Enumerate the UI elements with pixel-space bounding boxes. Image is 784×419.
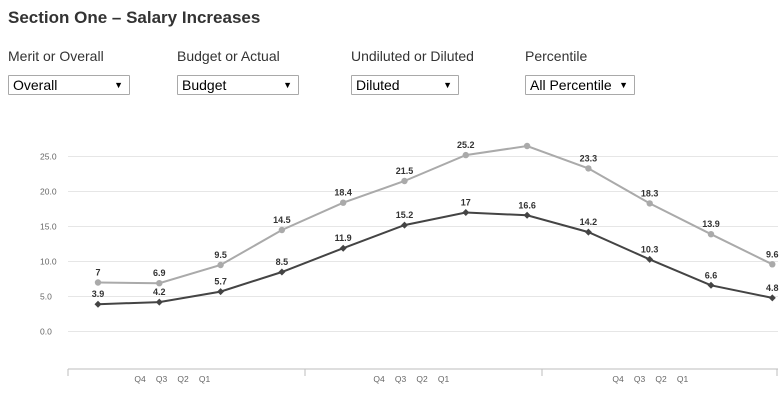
data-label: 8.5 — [276, 257, 289, 267]
x-tick-label: Q1 — [438, 374, 450, 384]
data-label: 14.2 — [580, 217, 598, 227]
select-value: Budget — [182, 77, 227, 93]
x-tick-label: Q3 — [634, 374, 646, 384]
data-point-circle — [94, 279, 102, 286]
data-point-diamond — [584, 228, 592, 236]
data-label: 3.9 — [92, 289, 105, 299]
data-point-circle — [769, 261, 776, 268]
data-point-circle — [340, 199, 347, 206]
y-tick-label: 20.0 — [40, 187, 57, 197]
y-tick-label: 15.0 — [40, 222, 57, 232]
data-label: 4.2 — [153, 287, 166, 297]
data-point-circle — [278, 226, 286, 234]
y-tick-label: 10.0 — [40, 257, 57, 267]
filter-undiluted-or-diluted: Undiluted or Diluted Diluted ▼ — [351, 48, 474, 95]
budget-or-actual-select[interactable]: Budget ▼ — [177, 75, 299, 95]
data-point-diamond — [339, 244, 347, 252]
data-point-diamond — [155, 298, 163, 306]
caret-down-icon: ▼ — [619, 80, 628, 90]
data-label: 26.5 — [518, 140, 536, 141]
filter-percentile: Percentile All Percentile ▼ — [525, 48, 635, 95]
merit-or-overall-select[interactable]: Overall ▼ — [8, 75, 130, 95]
data-point-diamond — [523, 211, 531, 219]
y-tick-label: 25.0 — [40, 152, 57, 162]
data-label: 16.6 — [518, 200, 536, 210]
select-value: All Percentile — [530, 77, 612, 93]
filter-label: Undiluted or Diluted — [351, 48, 474, 64]
y-tick-label: 0.0 — [40, 327, 52, 337]
series-line-upper — [97, 144, 773, 285]
data-label: 11.9 — [335, 233, 352, 243]
data-point-circle — [646, 200, 653, 207]
data-point-circle — [585, 165, 592, 172]
x-tick-label: Q2 — [177, 374, 189, 384]
x-tick-label: Q4 — [134, 374, 146, 384]
x-tick-label: Q4 — [612, 374, 624, 384]
data-label: 18.3 — [641, 188, 659, 198]
y-tick-label: 5.0 — [40, 292, 52, 302]
data-label: 15.2 — [396, 210, 414, 220]
data-point-circle — [156, 280, 163, 287]
data-point-circle — [462, 151, 469, 159]
x-tick-label: Q3 — [395, 374, 407, 384]
data-label: 5.7 — [214, 277, 227, 287]
data-point-diamond — [462, 209, 470, 216]
data-label: 9.6 — [766, 249, 779, 259]
data-point-circle — [401, 177, 408, 185]
filter-label: Percentile — [525, 48, 588, 64]
series-line-lower — [97, 211, 773, 306]
data-label: 13.9 — [702, 219, 720, 229]
data-point-diamond — [94, 300, 102, 308]
data-label: 10.3 — [641, 244, 659, 254]
data-label: 23.3 — [580, 153, 598, 163]
data-point-circle — [523, 142, 531, 150]
x-tick-label: Q4 — [373, 374, 385, 384]
x-tick-label: Q1 — [677, 374, 689, 384]
percentile-select[interactable]: All Percentile ▼ — [525, 75, 635, 95]
data-label: 7 — [95, 268, 100, 278]
data-label: 14.5 — [273, 215, 291, 225]
data-point-diamond — [401, 221, 408, 229]
select-value: Diluted — [356, 77, 400, 93]
caret-down-icon: ▼ — [443, 80, 452, 90]
data-label: 6.6 — [705, 270, 718, 280]
data-label: 9.5 — [214, 250, 227, 260]
data-label: 4.8 — [766, 283, 779, 293]
data-point-diamond — [646, 255, 654, 263]
filter-label: Merit or Overall — [8, 48, 104, 64]
page-title: Section One – Salary Increases — [8, 8, 261, 27]
x-tick-label: Q1 — [199, 374, 211, 384]
x-tick-label: Q2 — [655, 374, 667, 384]
select-value: Overall — [13, 77, 58, 93]
data-point-circle — [217, 261, 224, 269]
data-label: 17 — [461, 198, 471, 208]
data-label: 6.9 — [153, 268, 166, 278]
data-point-diamond — [217, 288, 225, 296]
data-label: 21.5 — [396, 166, 414, 176]
x-tick-label: Q3 — [156, 374, 168, 384]
filter-budget-or-actual: Budget or Actual Budget ▼ — [177, 48, 299, 95]
data-point-circle — [707, 231, 715, 238]
caret-down-icon: ▼ — [283, 80, 292, 90]
data-label: 25.2 — [457, 140, 475, 150]
data-label: 18.4 — [334, 188, 352, 198]
data-point-diamond — [278, 268, 286, 276]
filter-merit-or-overall: Merit or Overall Overall ▼ — [8, 48, 130, 95]
caret-down-icon: ▼ — [114, 80, 123, 90]
data-point-diamond — [768, 294, 776, 302]
data-point-diamond — [707, 281, 715, 289]
undiluted-or-diluted-select[interactable]: Diluted ▼ — [351, 75, 459, 95]
filter-label: Budget or Actual — [177, 48, 280, 64]
x-tick-label: Q2 — [416, 374, 428, 384]
salary-increase-line-chart: 25.0 20.0 15.0 10.0 5.0 0.0 Q4 Q3 Q2 Q1 Q4 Q3 Q2 Q1 Q4… — [40, 140, 779, 384]
